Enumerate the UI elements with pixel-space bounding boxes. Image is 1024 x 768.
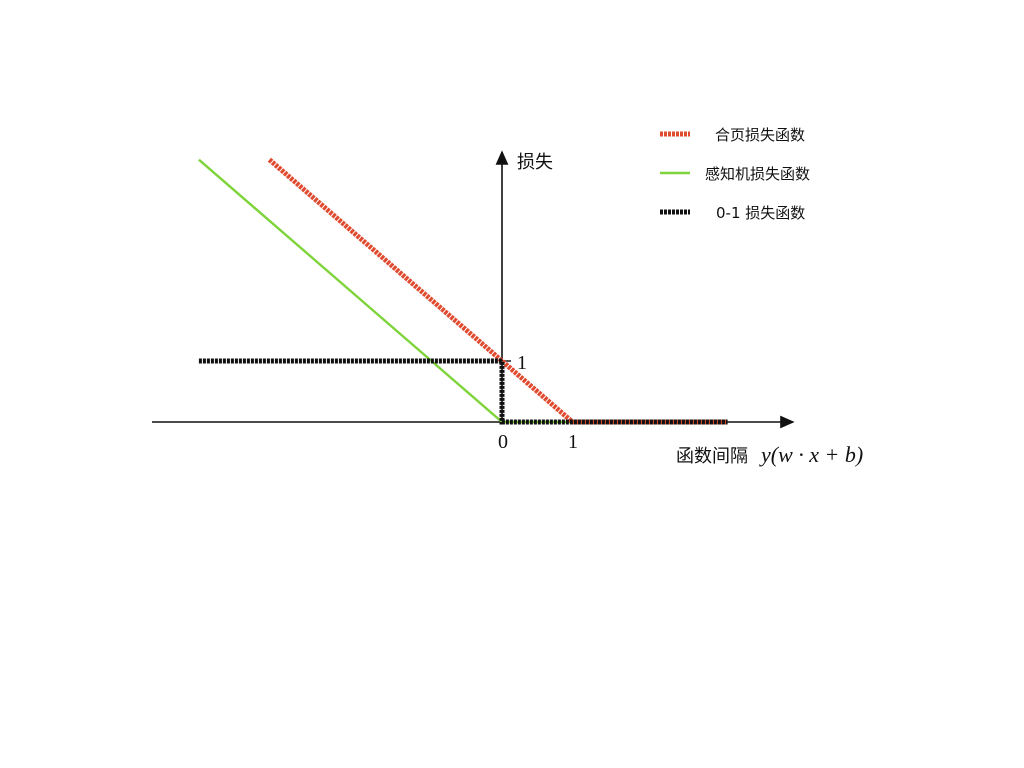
x-tick-label-0: 0 [498, 431, 508, 453]
axis-labels: 0 1 1 损失 函数间隔 y(w · x + b) [498, 152, 863, 467]
series-line-3 [198, 358, 728, 425]
legend-label-3: 0-1 损失函数 [716, 204, 805, 222]
legend-label-1: 合页损失函数 [715, 126, 805, 144]
x-axis-label-math: y(w · x + b) [759, 442, 863, 467]
series-line-1 [267, 157, 728, 425]
axes [152, 150, 795, 429]
y-tick-label-1: 1 [517, 352, 527, 374]
x-axis-label: 函数间隔 [676, 446, 748, 467]
series-line-2 [198, 158, 728, 424]
legend-label-2: 感知机损失函数 [705, 165, 810, 183]
series-layer [198, 157, 728, 425]
x-tick-label-1: 1 [568, 431, 578, 453]
y-axis-label: 损失 [517, 152, 553, 173]
